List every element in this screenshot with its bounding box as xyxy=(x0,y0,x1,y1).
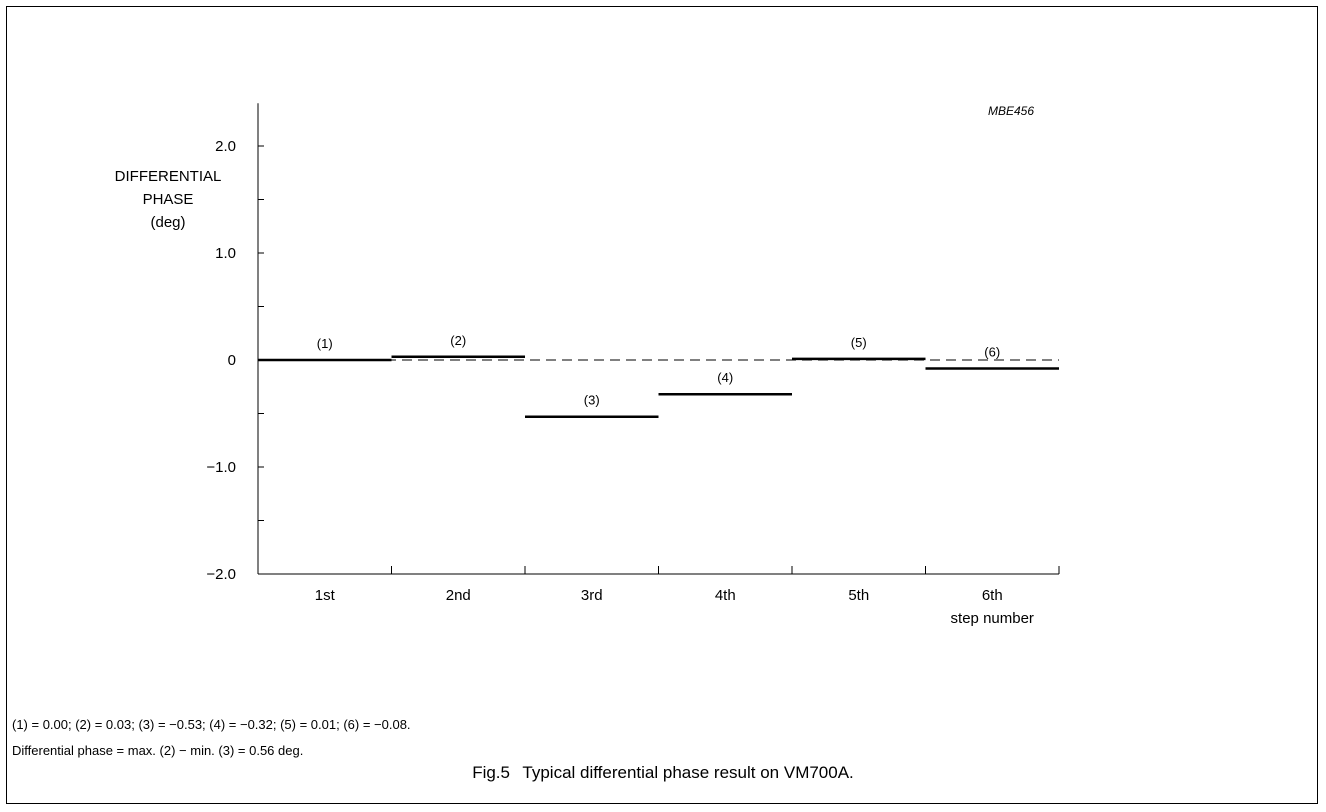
y-tick-label: −2.0 xyxy=(206,566,236,583)
figure-frame xyxy=(6,6,1318,804)
y-axis-label: PHASE xyxy=(143,191,194,208)
y-tick-label: 0 xyxy=(228,352,236,369)
figure-number: Fig.5 xyxy=(472,763,510,782)
y-axis-label: (deg) xyxy=(150,214,185,231)
y-tick-label: −1.0 xyxy=(206,459,236,476)
step-label: (3) xyxy=(584,393,600,408)
drawing-code: MBE456 xyxy=(988,104,1034,118)
x-tick-label: 3rd xyxy=(581,587,603,604)
y-tick-label: 2.0 xyxy=(215,138,236,155)
axes xyxy=(257,103,1060,575)
step-label: (2) xyxy=(450,333,466,348)
x-tick-label: 5th xyxy=(848,587,869,604)
differential-phase-note: Differential phase = max. (2) − min. (3)… xyxy=(12,743,304,758)
step-label: (5) xyxy=(851,335,867,350)
y-tick-label: 1.0 xyxy=(215,245,236,262)
x-tick-label: 1st xyxy=(315,587,336,604)
x-tick-label: 6th xyxy=(982,587,1003,604)
y-axis-label: DIFFERENTIAL xyxy=(115,168,222,185)
chart-labels: −2.0 −1.0 0 1.0 2.0 1st 2nd 3rd 4th 5th 6th DIFFERE… xyxy=(115,104,1035,627)
figure-caption-text: Typical differential phase result on VM7… xyxy=(522,763,854,782)
x-tick-label: 4th xyxy=(715,587,736,604)
step-label: (6) xyxy=(984,345,1000,360)
figure-caption: Fig.5 Typical differential phase result … xyxy=(0,763,1326,783)
data-marks xyxy=(258,355,1059,418)
differential-phase-chart: −2.0 −1.0 0 1.0 2.0 1st 2nd 3rd 4th 5th 6th DIFFERE… xyxy=(115,103,1060,627)
x-tick-label: 2nd xyxy=(446,587,471,604)
step-label: (1) xyxy=(317,336,333,351)
values-note: (1) = 0.00; (2) = 0.03; (3) = −0.53; (4)… xyxy=(12,717,411,732)
x-axis-label: step number xyxy=(951,610,1034,627)
step-label: (4) xyxy=(717,370,733,385)
